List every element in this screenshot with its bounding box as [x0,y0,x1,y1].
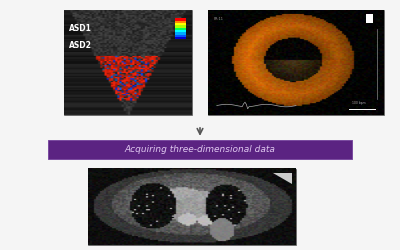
Bar [208,10,384,115]
Text: FR:11: FR:11 [213,18,223,21]
Text: ASD1: ASD1 [69,24,92,33]
Text: 100 bpm: 100 bpm [352,102,366,105]
Bar [64,10,192,115]
Bar [175,28,186,30]
Bar [88,169,296,245]
Bar [48,140,352,159]
Text: ASD2: ASD2 [69,41,92,50]
Text: Acquiring three-dimensional data: Acquiring three-dimensional data [124,145,276,154]
Bar [175,21,186,23]
Polygon shape [273,173,292,184]
Bar [366,14,374,22]
Bar [175,26,186,28]
Bar [175,30,186,32]
Bar [175,37,186,40]
Bar [175,18,186,21]
Bar [175,32,186,35]
Bar [175,23,186,26]
Bar [175,35,186,37]
